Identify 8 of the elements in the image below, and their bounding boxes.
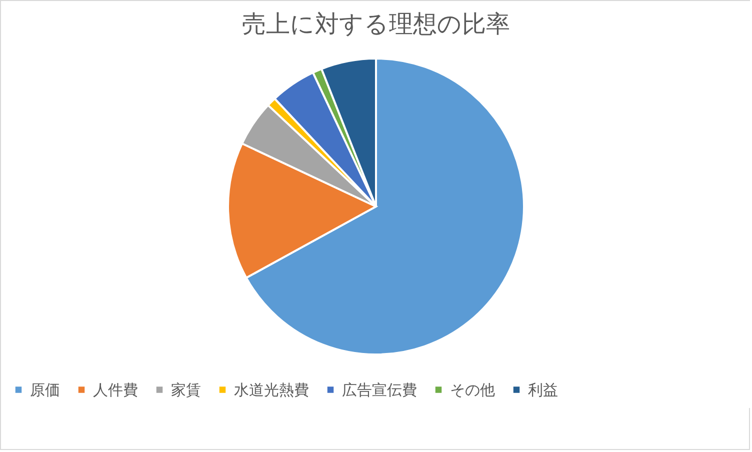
legend-label: 水道光熱費 <box>234 382 309 399</box>
legend-label: 家賃 <box>171 382 201 399</box>
legend-label: 原価 <box>30 382 60 399</box>
legend-label: 利益 <box>528 382 558 399</box>
chart-title: 売上に対する理想の比率 <box>242 11 510 38</box>
legend-label: 広告宣伝費 <box>342 382 417 399</box>
legend-label: その他 <box>450 382 495 399</box>
legend-label: 人件費 <box>93 382 138 399</box>
